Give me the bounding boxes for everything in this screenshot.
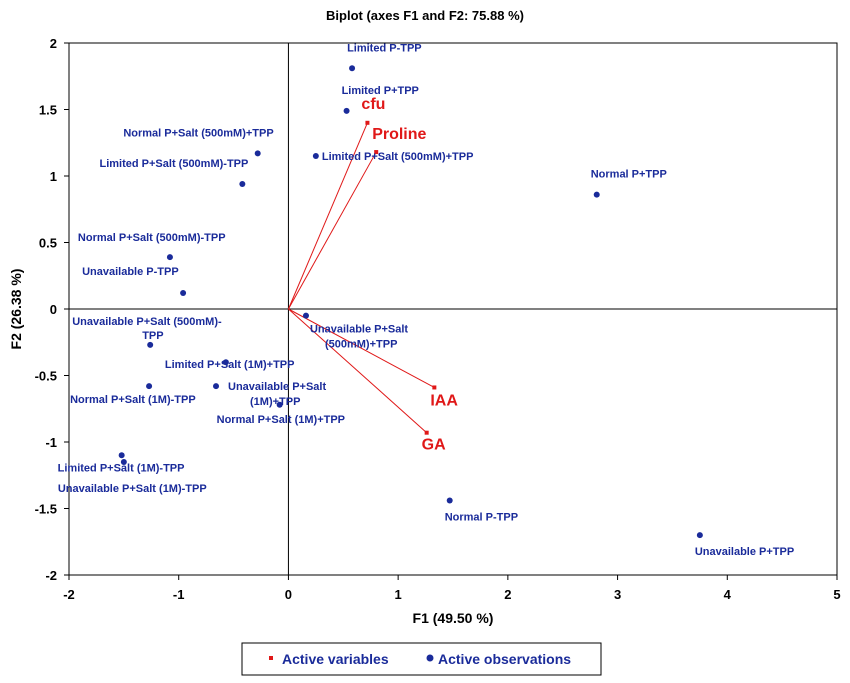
observation-points-group: Limited P-TPP Limited P+TPP Normal P+Salt … — [58, 42, 795, 558]
chart-title: Biplot (axes F1 and F2: 75.88 %) — [326, 8, 524, 23]
y-tick-label: 0.5 — [39, 236, 57, 251]
observation-label-limited-p-salt-1m-tpp: Limited P+Salt (1M)+TPP — [165, 359, 295, 371]
observation-label-normal-p-salt-500mm-tpp: Normal P+Salt (500mM)-TPP — [78, 232, 226, 244]
y-tick-label: -2 — [45, 568, 57, 583]
legend-item-observations: Active observations — [426, 651, 571, 667]
x-tick-label: 4 — [724, 587, 732, 602]
vector-proline — [287, 151, 377, 310]
observation-label-limited-p-salt-500mm-tpp: Limited P+Salt (500mM)+TPP — [322, 151, 474, 163]
variable-label-iaa: IAA — [430, 392, 458, 409]
observation-label-limited-p-salt-500mm-tpp: Limited P+Salt (500mM)-TPP — [100, 158, 249, 170]
observation-point-limited-p-salt-1m-tpp — [222, 359, 229, 366]
legend-item-variables: Active variables — [269, 651, 389, 667]
vector-iaa — [288, 308, 435, 388]
y-axis-title: F2 (26.38 %) — [8, 269, 24, 350]
observation-label-unavailable-p-salt-500mm-tpp: Unavailable P+Salt (500mM)-TPP — [72, 316, 222, 342]
observation-label-limited-p-tpp: Limited P-TPP — [347, 42, 422, 54]
observation-point-limited-p-tpp — [349, 65, 356, 72]
y-tick-label: -0.5 — [35, 369, 57, 384]
observation-label-normal-p-tpp: Normal P+TPP — [591, 169, 667, 181]
observation-label-normal-p-salt-1m-tpp: Normal P+Salt (1M)-TPP — [70, 394, 196, 406]
observation-point-limited-p-salt-500mm-tpp — [239, 180, 246, 187]
observation-point-normal-p-tpp — [446, 497, 453, 504]
x-tick-label: 2 — [504, 587, 511, 602]
vector-tip-iaa — [432, 385, 437, 390]
y-tick-label: 1.5 — [39, 103, 57, 118]
observation-label-unavailable-p-tpp: Unavailable P+TPP — [695, 546, 794, 558]
observation-point-normal-p-salt-1m-tpp — [276, 401, 283, 408]
y-tick-label: 1 — [50, 169, 57, 184]
observation-label-unavailable-p-salt-500mm-tpp: Unavailable P+Salt (500mM)+TPP — [310, 324, 408, 351]
vector-cfu — [287, 122, 368, 310]
observation-point-unavailable-p-salt-500mm-tpp — [302, 312, 309, 319]
observation-point-unavailable-p-salt-1m-tpp — [213, 383, 220, 390]
observation-label-normal-p-tpp: Normal P-TPP — [445, 512, 518, 524]
vector-tip-ga — [424, 430, 429, 435]
y-tick-label: 0 — [50, 302, 57, 317]
y-tick-label: -1 — [45, 435, 57, 450]
x-tick-label: 0 — [285, 587, 292, 602]
y-tick-label: -1.5 — [35, 502, 57, 517]
observation-point-unavailable-p-salt-1m-tpp — [120, 458, 127, 465]
legend-observations-marker — [426, 654, 434, 662]
legend-box — [241, 642, 602, 676]
x-axis-title: F1 (49.50 %) — [413, 610, 494, 626]
x-tick-label: 1 — [395, 587, 402, 602]
vector-tip-proline — [374, 150, 379, 155]
legend: Active variables Active observations — [241, 642, 602, 676]
legend-observations-label: Active observations — [438, 651, 571, 667]
observation-point-unavailable-p-tpp — [180, 290, 187, 297]
observation-label-limited-p-tpp: Limited P+TPP — [342, 85, 419, 97]
observation-point-normal-p-tpp — [593, 191, 600, 198]
observation-label-unavailable-p-tpp: Unavailable P-TPP — [82, 266, 179, 278]
legend-variables-marker — [269, 656, 273, 660]
observation-label-normal-p-salt-1m-tpp: Normal P+Salt (1M)+TPP — [217, 414, 345, 426]
x-tick-label: -1 — [173, 587, 185, 602]
x-tick-label: -2 — [63, 587, 75, 602]
legend-variables-label: Active variables — [282, 651, 389, 667]
vector-tip-cfu — [365, 120, 370, 125]
vector-ga — [288, 308, 428, 434]
observation-label-normal-p-salt-500mm-tpp: Normal P+Salt (500mM)+TPP — [123, 127, 273, 139]
observation-label-unavailable-p-salt-1m-tpp: Unavailable P+Salt (1M)+TPP — [228, 381, 326, 408]
observation-point-limited-p-tpp — [343, 107, 350, 114]
observation-point-unavailable-p-tpp — [696, 532, 703, 539]
variable-label-cfu: cfu — [361, 96, 385, 113]
observation-point-normal-p-salt-1m-tpp — [146, 383, 153, 390]
variable-label-proline: Proline — [372, 126, 426, 143]
axes-group: -2 -1 0 1 2 3 4 5 2 1.5 1 0.5 0 -0.5 -1 -1.5 -2 — [35, 36, 841, 602]
observation-label-limited-p-salt-1m-tpp: Limited P+Salt (1M)-TPP — [58, 462, 185, 474]
observation-point-unavailable-p-salt-500mm-tpp — [147, 341, 154, 348]
y-tick-label: 2 — [50, 36, 57, 51]
observation-label-unavailable-p-salt-1m-tpp: Unavailable P+Salt (1M)-TPP — [58, 483, 207, 495]
variable-label-ga: GA — [422, 437, 446, 454]
observation-point-normal-p-salt-500mm-tpp — [166, 254, 173, 261]
observation-point-limited-p-salt-500mm-tpp — [312, 153, 319, 160]
observation-point-normal-p-salt-500mm-tpp — [254, 150, 261, 157]
variable-vectors-group: cfu Proline IAA GA — [287, 96, 458, 454]
x-tick-label: 5 — [833, 587, 840, 602]
observation-point-limited-p-salt-1m-tpp — [118, 452, 125, 459]
x-tick-label: 3 — [614, 587, 621, 602]
